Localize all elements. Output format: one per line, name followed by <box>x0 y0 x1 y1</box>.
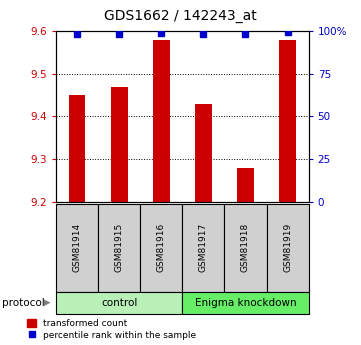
Legend: transformed count, percentile rank within the sample: transformed count, percentile rank withi… <box>26 318 197 341</box>
Bar <box>111 87 127 202</box>
Text: protocol: protocol <box>2 298 44 308</box>
Bar <box>195 104 212 202</box>
Text: GSM81916: GSM81916 <box>157 223 166 272</box>
Text: GSM81919: GSM81919 <box>283 223 292 272</box>
Text: GSM81914: GSM81914 <box>73 223 82 272</box>
Bar <box>237 168 254 202</box>
Bar <box>69 95 86 202</box>
Text: control: control <box>101 298 137 308</box>
Text: GDS1662 / 142243_at: GDS1662 / 142243_at <box>104 9 257 23</box>
Text: Enigma knockdown: Enigma knockdown <box>195 298 296 308</box>
Bar <box>279 40 296 202</box>
Text: GSM81915: GSM81915 <box>115 223 123 272</box>
Text: GSM81917: GSM81917 <box>199 223 208 272</box>
Bar <box>153 40 170 202</box>
Text: GSM81918: GSM81918 <box>241 223 250 272</box>
